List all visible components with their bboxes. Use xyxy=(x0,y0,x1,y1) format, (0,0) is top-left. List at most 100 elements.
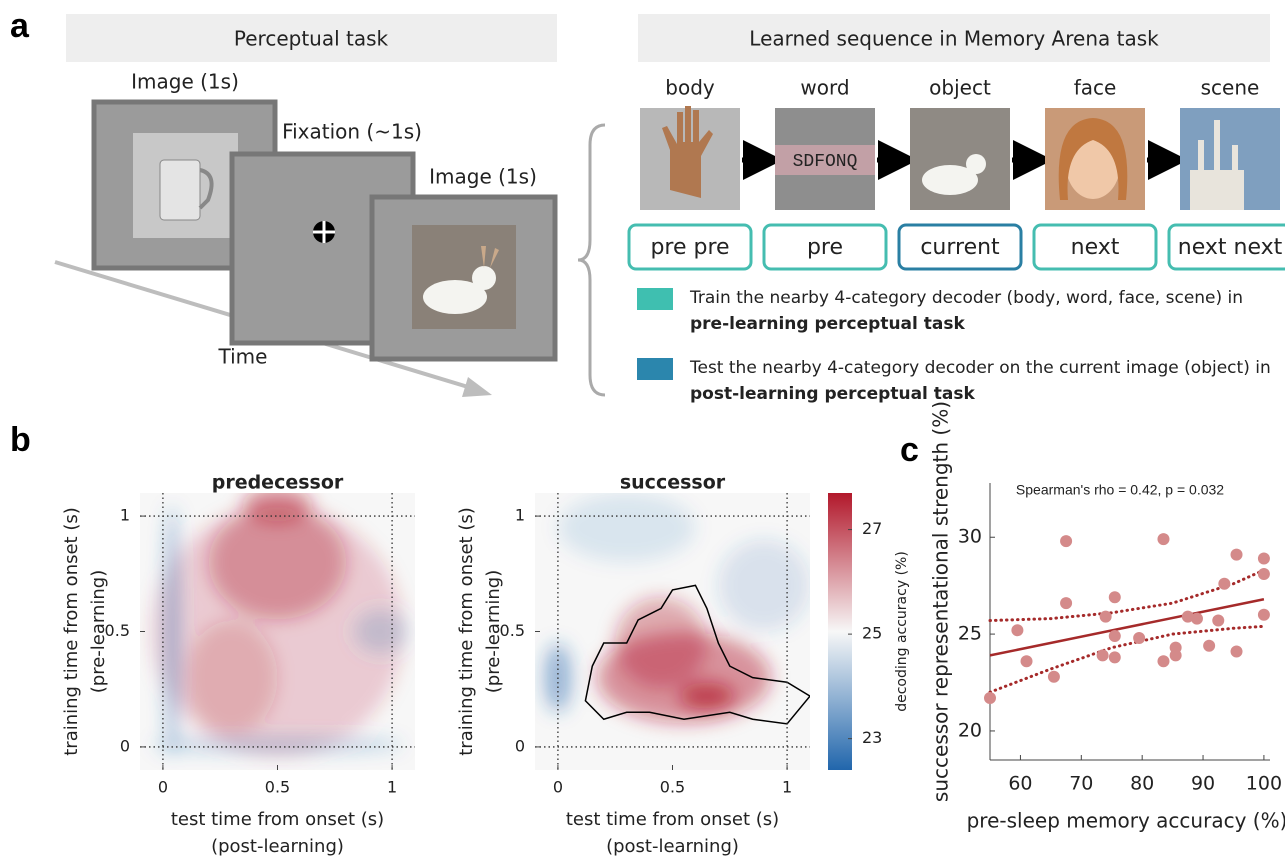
heatmap-blob xyxy=(718,540,810,631)
data-point xyxy=(1021,655,1033,667)
ci-upper xyxy=(990,570,1264,620)
colorbar-tick-label: 27 xyxy=(862,519,882,538)
heatmap-blob xyxy=(165,506,179,757)
data-point xyxy=(1191,613,1203,625)
heatmap-blob xyxy=(353,609,408,655)
heatmap-blob xyxy=(558,493,695,561)
data-point xyxy=(1157,533,1169,545)
stimulus-image xyxy=(910,108,1010,210)
colorbar-label: decoding accuracy (%) xyxy=(894,551,910,712)
x-axis-label: (post-learning) xyxy=(606,836,739,857)
legend-swatch xyxy=(637,358,673,380)
data-point xyxy=(1212,615,1224,627)
data-point xyxy=(1100,611,1112,623)
frame-label: Fixation (~1s) xyxy=(282,120,422,144)
data-point xyxy=(1203,640,1215,652)
data-point xyxy=(1258,553,1270,565)
x-tick-label: 0.5 xyxy=(660,778,685,797)
heatmap-blob xyxy=(679,682,734,709)
data-point xyxy=(1097,649,1109,661)
data-point xyxy=(1048,671,1060,683)
position-label: current xyxy=(920,235,1000,260)
y-tick-label: 0 xyxy=(120,736,130,755)
data-point xyxy=(1231,549,1243,561)
y-axis-label: successor representational strength (%) xyxy=(929,401,953,802)
data-point xyxy=(984,692,996,704)
y-tick-label: 30 xyxy=(958,526,982,548)
y-tick-label: 25 xyxy=(958,623,982,645)
x-tick-label: 0.5 xyxy=(265,778,290,797)
legend-text: Test the nearby 4-category decoder on th… xyxy=(689,358,1271,378)
chart-title: predecessor xyxy=(212,472,344,494)
x-axis-label: test time from onset (s) xyxy=(566,809,779,830)
data-point xyxy=(1060,535,1072,547)
x-tick-label: 80 xyxy=(1130,773,1154,795)
brace xyxy=(578,125,605,395)
chart-title: successor xyxy=(620,472,726,494)
heatmap xyxy=(535,493,810,770)
data-point xyxy=(1109,651,1121,663)
x-tick-label: 0 xyxy=(158,778,168,797)
data-point xyxy=(1170,649,1182,661)
x-tick-label: 90 xyxy=(1191,773,1215,795)
x-tick-label: 100 xyxy=(1246,773,1282,795)
position-label: pre xyxy=(807,235,843,260)
time-arrowhead xyxy=(462,377,492,397)
category-label: word xyxy=(800,76,849,100)
category-label: scene xyxy=(1201,76,1260,100)
rabbit-head xyxy=(472,266,496,290)
panel-label: a xyxy=(10,7,30,45)
category-label: face xyxy=(1074,76,1117,100)
header: Learned sequence in Memory Arena task xyxy=(749,27,1159,51)
heatmap xyxy=(140,486,415,770)
colorbar-tick-label: 25 xyxy=(862,624,882,643)
rabbit-head xyxy=(966,154,986,174)
x-axis-label: pre-sleep memory accuracy (%) xyxy=(967,809,1285,833)
header: Perceptual task xyxy=(234,27,389,51)
time-label: Time xyxy=(218,345,268,369)
data-point xyxy=(1258,568,1270,580)
data-point xyxy=(1157,655,1169,667)
y-tick-label: 0 xyxy=(515,736,525,755)
annotation: Spearman's rho = 0.42, p = 0.032 xyxy=(1016,482,1224,498)
mug-shape xyxy=(160,160,200,220)
category-label: object xyxy=(929,76,991,100)
panel-label: c xyxy=(900,431,919,469)
position-label: pre pre xyxy=(650,235,729,260)
data-point xyxy=(1231,646,1243,658)
heatmap-blob xyxy=(186,621,278,735)
y-axis-label: training time from onset (s) xyxy=(456,507,477,756)
category-label: body xyxy=(665,76,715,100)
y-tick-label: 1 xyxy=(515,506,525,525)
heatmap-blob xyxy=(152,738,404,752)
x-tick-label: 70 xyxy=(1069,773,1093,795)
y-tick-label: 1 xyxy=(120,506,130,525)
rabbit-image xyxy=(412,225,516,329)
y-tick-label: 20 xyxy=(958,719,982,741)
x-tick-label: 1 xyxy=(782,778,792,797)
position-label: next xyxy=(1071,235,1120,260)
x-tick-label: 1 xyxy=(387,778,397,797)
y-axis-label: training time from onset (s) xyxy=(61,507,82,756)
y-axis-label: (pre-learning) xyxy=(483,570,504,693)
data-point xyxy=(1218,578,1230,590)
legend-emphasis: pre-learning perceptual task xyxy=(690,314,965,334)
position-label: next next xyxy=(1178,235,1283,260)
x-axis-label: test time from onset (s) xyxy=(171,809,384,830)
heatmap-blob xyxy=(615,597,707,688)
x-axis-label: (post-learning) xyxy=(211,836,344,857)
data-point xyxy=(1133,632,1145,644)
colorbar xyxy=(828,493,852,770)
colorbar-tick-label: 23 xyxy=(862,728,882,747)
panel-label: b xyxy=(10,421,31,459)
x-tick-label: 0 xyxy=(553,778,563,797)
x-tick-label: 60 xyxy=(1008,773,1032,795)
data-point xyxy=(1258,609,1270,621)
legend-swatch xyxy=(637,288,673,310)
data-point xyxy=(1060,597,1072,609)
data-point xyxy=(1109,591,1121,603)
frame-label: Image (1s) xyxy=(131,70,239,94)
figure: a b c Perceptual task Time Image (1s) Fi… xyxy=(0,0,1285,857)
legend-text: Train the nearby 4-category decoder (bod… xyxy=(689,288,1243,308)
data-point xyxy=(1011,624,1023,636)
